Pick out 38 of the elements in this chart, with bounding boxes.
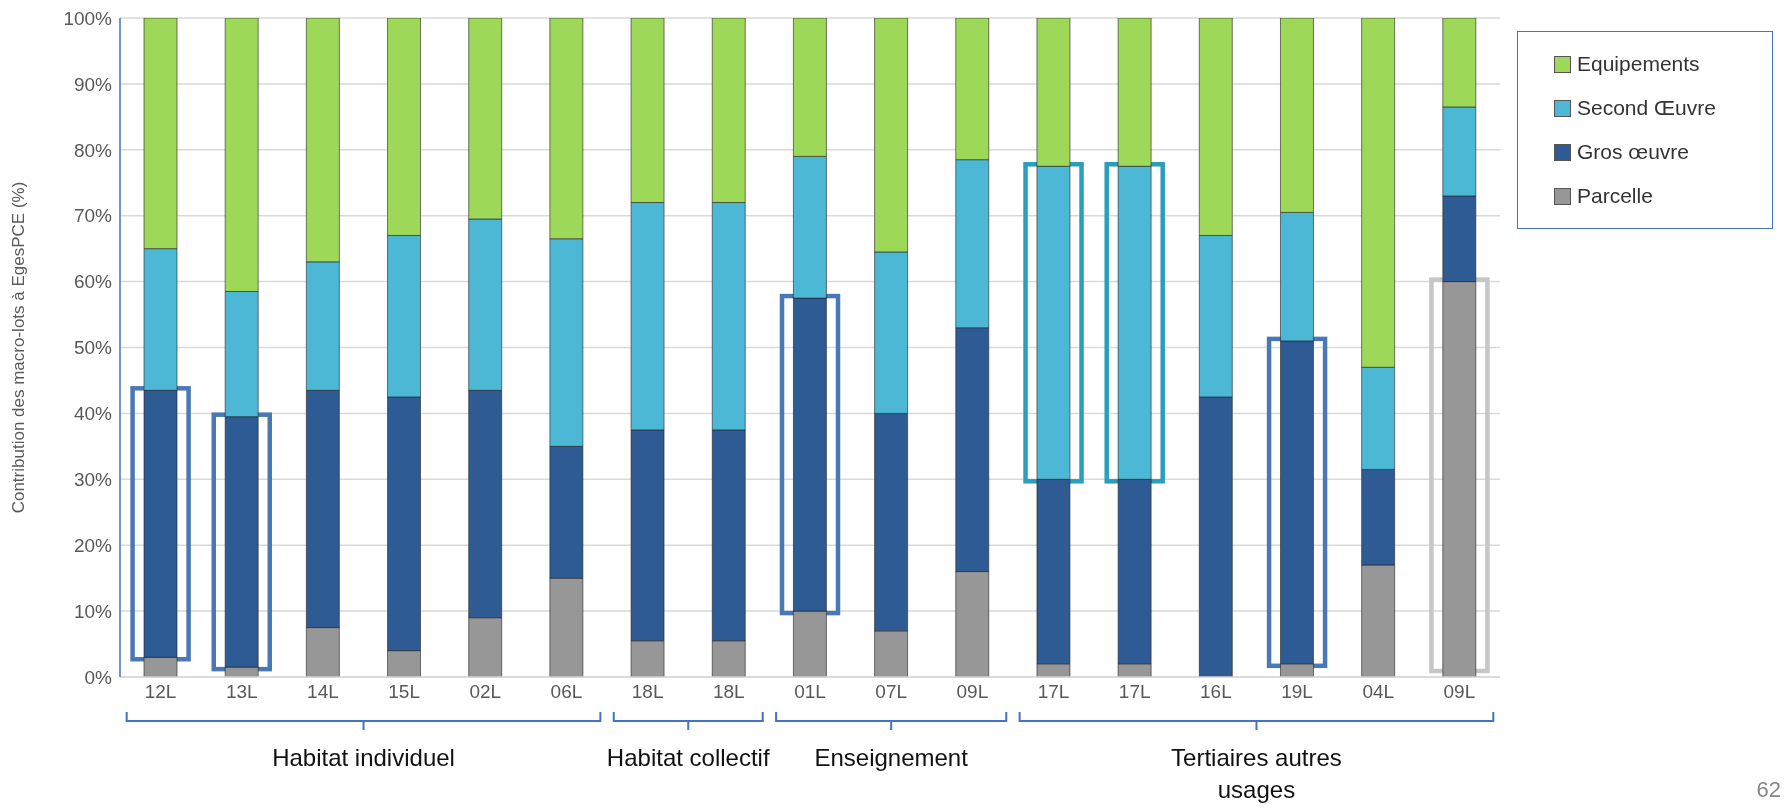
y-tick-label: 60% bbox=[73, 271, 113, 293]
text: Habitat collectif bbox=[605, 743, 771, 773]
text: Tertiaires autres usages bbox=[1170, 743, 1343, 805]
y-tick-label: 20% bbox=[73, 534, 113, 556]
x-tick-label: 06L bbox=[550, 681, 583, 703]
x-tick-label: 16L bbox=[1200, 681, 1232, 703]
x-tick-label: 19L bbox=[1281, 681, 1313, 703]
x-tick-label: 14L bbox=[307, 681, 339, 703]
y-tick-label: 50% bbox=[73, 337, 113, 359]
x-tick-label: 01L bbox=[794, 681, 826, 703]
y-tick-label: 70% bbox=[73, 205, 113, 227]
x-tick-label: 02L bbox=[469, 681, 502, 703]
x-tick-label: 09L bbox=[1443, 681, 1476, 703]
y-tick-label: 30% bbox=[73, 469, 113, 491]
y-tick-label: 80% bbox=[73, 139, 113, 161]
legend-label: Parcelle bbox=[1577, 184, 1653, 208]
text: Enseignement bbox=[813, 743, 969, 773]
text: 62 bbox=[1756, 777, 1781, 803]
y-tick-label: 0% bbox=[84, 666, 113, 688]
x-tick-label: 17L bbox=[1037, 681, 1070, 703]
y-axis-title: Contribution des macro-lots à EgesPCE (%) bbox=[9, 181, 29, 514]
x-tick-label: 13L bbox=[225, 681, 258, 703]
y-tick-label: 10% bbox=[73, 600, 113, 622]
y-tick-label: 100% bbox=[63, 7, 113, 29]
legend-label: Second Œuvre bbox=[1577, 96, 1716, 120]
x-tick-label: 09L bbox=[956, 681, 989, 703]
legend-label: Gros œuvre bbox=[1577, 140, 1690, 164]
x-tick-label: 18L bbox=[712, 681, 745, 703]
x-tick-label: 04L bbox=[1362, 681, 1395, 703]
y-tick-label: 40% bbox=[73, 403, 113, 425]
x-tick-label: 15L bbox=[388, 681, 420, 703]
text: Habitat individuel bbox=[271, 743, 456, 773]
legend-label: Equipements bbox=[1577, 52, 1700, 76]
x-tick-label: 18L bbox=[631, 681, 664, 703]
y-tick-label: 90% bbox=[73, 73, 113, 95]
x-tick-label: 07L bbox=[875, 681, 908, 703]
x-tick-label: 17L bbox=[1118, 681, 1151, 703]
x-tick-label: 12L bbox=[144, 681, 177, 703]
